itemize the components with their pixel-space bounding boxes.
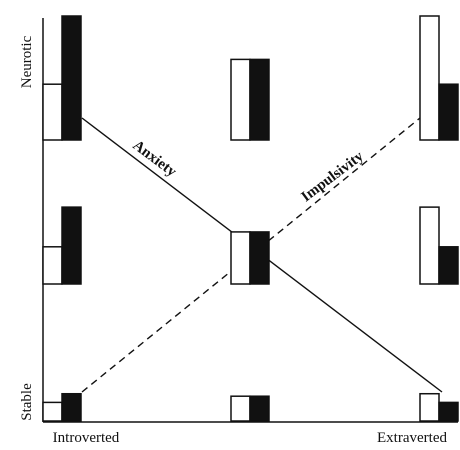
bar-white-middle-center — [230, 231, 251, 285]
bar-white-top-center — [230, 58, 251, 141]
y-label-stable: Stable — [19, 383, 35, 421]
y-label-neurotic: Neurotic — [19, 35, 35, 88]
bar-white-top-left — [42, 83, 63, 141]
bar-black-middle-center — [249, 231, 270, 285]
bar-black-top-right — [438, 83, 459, 141]
bar-black-middle-right — [438, 246, 459, 285]
x-label-extraverted: Extraverted — [377, 430, 447, 445]
bar-pairs — [42, 15, 459, 422]
bar-black-bottom-center — [249, 395, 270, 422]
bar-white-middle-right — [419, 206, 440, 285]
bar-white-middle-left — [42, 246, 63, 285]
bar-white-bottom-center — [230, 395, 251, 422]
bar-white-bottom-right — [419, 392, 440, 422]
impulsivity-label: Impulsivity — [298, 148, 367, 205]
bar-black-top-center — [249, 58, 270, 141]
bar-white-top-right — [419, 15, 440, 141]
bar-white-bottom-left — [42, 401, 63, 422]
bar-black-top-left — [61, 15, 82, 141]
bar-black-middle-left — [61, 206, 82, 285]
bar-black-bottom-left — [61, 392, 82, 422]
x-label-introverted: Introverted — [53, 430, 120, 445]
bar-black-bottom-right — [438, 401, 459, 422]
